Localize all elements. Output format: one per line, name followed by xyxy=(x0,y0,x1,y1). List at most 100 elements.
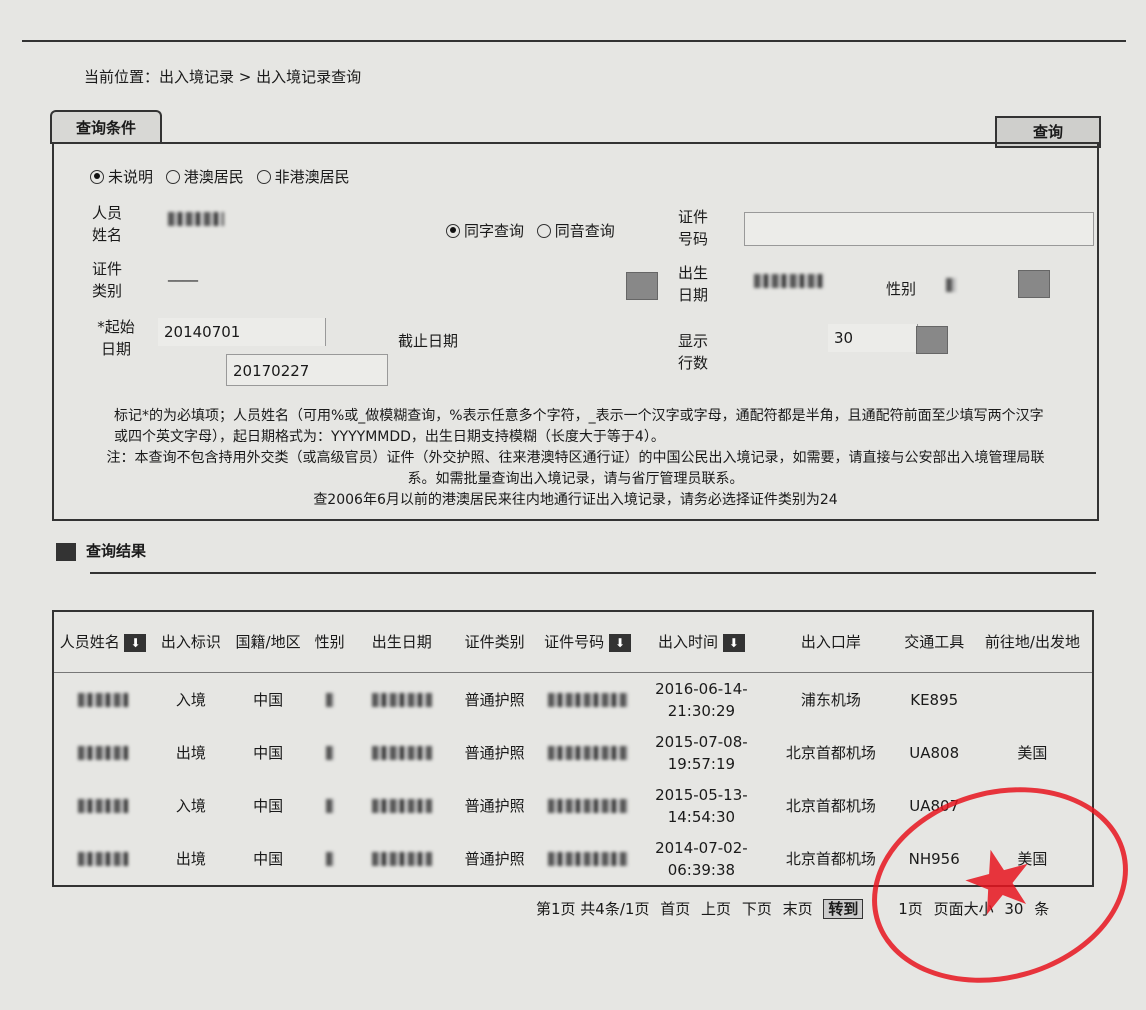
column-header[interactable]: 出入口岸 xyxy=(766,611,896,673)
cell-vehicle: KE895 xyxy=(910,690,959,709)
id-no-input[interactable] xyxy=(744,212,1094,246)
cell-port: 北京首都机场 xyxy=(785,849,876,868)
goto-button[interactable]: 转到 xyxy=(823,899,864,919)
page-size-label: 页面大小 xyxy=(933,900,994,918)
redacted-cell xyxy=(539,779,637,832)
cell-nat: 中国 xyxy=(253,743,284,762)
redacted-cell xyxy=(539,726,637,779)
id-type-label: 证件类别 xyxy=(92,260,123,300)
cell-dir: 入境 xyxy=(175,796,206,815)
column-label: 证件类别 xyxy=(464,633,525,651)
radio-unspecified[interactable]: 未说明 xyxy=(90,166,153,187)
redacted-cell xyxy=(307,779,353,832)
redacted-cell xyxy=(539,832,637,886)
tab-query-conditions[interactable]: 查询条件 xyxy=(50,110,162,144)
results-header: 查询结果 xyxy=(56,540,146,561)
cell-nat: 中国 xyxy=(253,796,284,815)
birth-input[interactable] xyxy=(754,274,824,288)
redacted-cell xyxy=(353,832,451,886)
column-header[interactable]: 前往地/出发地 xyxy=(972,611,1093,673)
results-icon xyxy=(56,542,76,561)
radio-same-sound[interactable]: 同音查询 xyxy=(536,220,615,241)
residency-radios: 未说明 港澳居民 非港澳居民 xyxy=(90,166,358,188)
cell-time: 2014-07-02-06:39:38 xyxy=(655,838,748,879)
redacted-cell xyxy=(307,832,353,886)
cell-type: 普通护照 xyxy=(464,796,525,815)
cell-dest xyxy=(973,673,1093,727)
page-unit: 页 xyxy=(907,900,923,918)
column-header[interactable]: 证件号码 ⬇ xyxy=(538,611,637,673)
cell-nat: 中国 xyxy=(253,849,284,868)
column-header[interactable]: 人员姓名 ⬇ xyxy=(53,611,153,673)
column-label: 人员姓名 xyxy=(59,633,120,651)
page-size-input[interactable]: 30 xyxy=(1004,900,1024,918)
end-date-label: 截止日期 xyxy=(398,332,459,350)
cell-dest: 美国 xyxy=(1017,743,1048,762)
divider xyxy=(22,40,1126,42)
cell-port: 北京首都机场 xyxy=(785,743,876,762)
redacted-cell xyxy=(307,726,353,779)
radio-same-char[interactable]: 同字查询 xyxy=(446,220,524,241)
next-page-link[interactable]: 下页 xyxy=(741,900,772,918)
sort-down-icon[interactable]: ⬇ xyxy=(722,633,745,652)
column-header[interactable]: 出生日期 xyxy=(352,611,451,673)
cell-dest xyxy=(973,779,1093,832)
column-label: 出入标识 xyxy=(160,633,221,651)
column-label: 出入口岸 xyxy=(800,633,861,651)
table-row[interactable]: 入境 中国 普通护照 2016-06-14-21:30:29 浦东机场 KE895 xyxy=(53,673,1093,727)
cell-dir: 出境 xyxy=(175,743,206,762)
id-type-value[interactable]: ____ xyxy=(168,264,198,282)
column-header[interactable]: 性别 xyxy=(306,611,353,673)
end-date-input[interactable]: 20170227 xyxy=(226,354,388,386)
redacted-cell xyxy=(539,673,637,727)
cell-vehicle: UA807 xyxy=(909,796,960,815)
cell-type: 普通护照 xyxy=(464,743,525,762)
redacted-cell xyxy=(353,726,451,779)
sort-down-icon[interactable]: ⬇ xyxy=(608,633,631,652)
redacted-cell xyxy=(53,726,152,779)
last-page-link[interactable]: 末页 xyxy=(782,900,813,918)
redacted-cell xyxy=(353,779,451,832)
radio-non-hk-macau[interactable]: 非港澳居民 xyxy=(256,166,350,187)
column-header[interactable]: 交通工具 xyxy=(895,611,973,673)
table-row[interactable]: 出境 中国 普通护照 2014-07-02-06:39:38 北京首都机场 NH956 美国 xyxy=(53,832,1093,886)
pagination: 第1页 共4条/1页 首页 上页 下页 末页 转到 1页 页面大小 30 条 xyxy=(536,898,1055,919)
cell-vehicle: NH956 xyxy=(908,849,960,868)
column-label: 出入时间 xyxy=(657,633,718,651)
column-label: 国籍/地区 xyxy=(235,633,301,651)
column-header[interactable]: 出入标识 xyxy=(152,611,230,673)
start-date-input[interactable]: 20140701 xyxy=(158,318,326,346)
column-header[interactable]: 证件类别 xyxy=(450,611,539,673)
notes: 标记*的为必填项；人员姓名（可用%或_做模糊查询，%表示任意多个字符，_表示一个… xyxy=(106,408,1045,508)
id-type-dropdown-button[interactable] xyxy=(626,272,658,300)
match-radios: 同字查询 同音查询 xyxy=(446,220,623,242)
redacted-cell xyxy=(53,779,152,832)
table-row[interactable]: 入境 中国 普通护照 2015-05-13-14:54:30 北京首都机场 UA807 xyxy=(53,779,1093,832)
redacted-cell xyxy=(53,673,152,727)
divider xyxy=(90,572,1096,574)
results-table: 人员姓名 ⬇ 出入标识 国籍/地区 性别 出生日期 证件类别 证件号码 ⬇ 出入时间 ⬇ 出入口… xyxy=(52,610,1094,887)
cell-dest: 美国 xyxy=(1017,849,1048,868)
column-label: 前往地/出发地 xyxy=(984,633,1080,651)
radio-hk-macau[interactable]: 港澳居民 xyxy=(165,166,244,187)
gender-dropdown-button[interactable] xyxy=(1018,270,1050,298)
page-input[interactable]: 1 xyxy=(898,900,908,918)
name-input[interactable] xyxy=(168,212,224,226)
sort-down-icon[interactable]: ⬇ xyxy=(124,633,147,652)
prev-page-link[interactable]: 上页 xyxy=(701,900,732,918)
column-header[interactable]: 出入时间 ⬇ xyxy=(636,611,767,673)
column-label: 性别 xyxy=(314,633,345,651)
cell-type: 普通护照 xyxy=(464,690,525,709)
first-page-link[interactable]: 首页 xyxy=(660,900,691,918)
cell-dir: 入境 xyxy=(175,690,206,709)
rows-input[interactable]: 30 xyxy=(828,324,918,352)
page-size-unit: 条 xyxy=(1034,900,1050,918)
column-header[interactable]: 国籍/地区 xyxy=(229,611,307,673)
cell-time: 2015-07-08-19:57:19 xyxy=(655,732,748,773)
column-label: 证件号码 xyxy=(544,633,605,651)
table-row[interactable]: 出境 中国 普通护照 2015-07-08-19:57:19 北京首都机场 UA808 美国 xyxy=(53,726,1093,779)
gender-value[interactable] xyxy=(946,278,956,292)
rows-dropdown-button[interactable] xyxy=(916,326,948,354)
cell-port: 浦东机场 xyxy=(800,690,861,709)
redacted-cell xyxy=(307,673,353,727)
